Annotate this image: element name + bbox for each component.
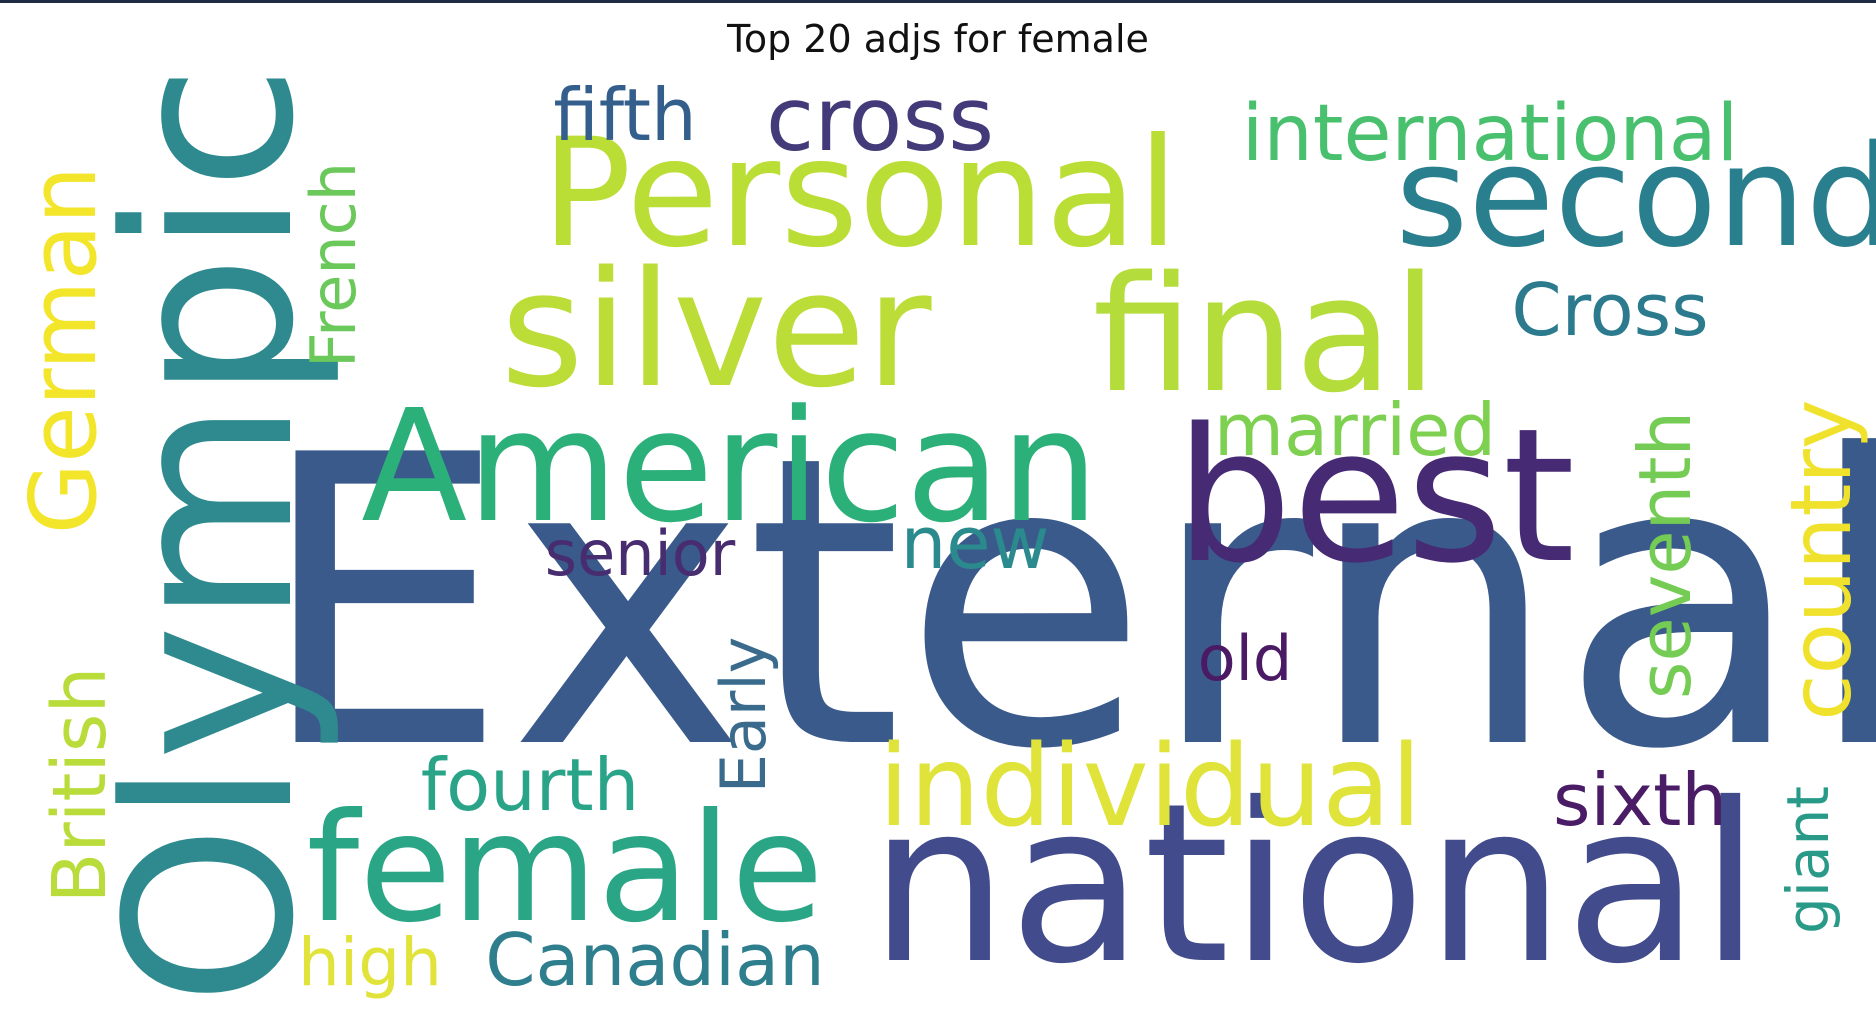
chart-title: Top 20 adjs for female xyxy=(727,17,1149,61)
word-silver: silver xyxy=(500,236,931,423)
word-french: French xyxy=(297,162,370,368)
word-olympic: Olympic xyxy=(78,64,345,1005)
word-fifth: fifth xyxy=(553,73,696,157)
word-high: high xyxy=(298,924,442,1001)
word-seventh: seventh xyxy=(1623,411,1707,699)
word-final: final xyxy=(1093,241,1438,428)
word-early: Early xyxy=(707,637,780,794)
word-national: national xyxy=(869,756,1761,1012)
word-cross: cross xyxy=(766,68,994,171)
word-senior: senior xyxy=(545,517,736,590)
word-new: new xyxy=(901,501,1050,585)
word-female: female xyxy=(306,782,823,956)
word-canadian: Canadian xyxy=(485,918,825,1002)
word-british: British xyxy=(37,667,123,904)
window-top-border xyxy=(0,0,1876,3)
word-sixth: sixth xyxy=(1553,758,1727,842)
word-best: best xyxy=(1175,388,1575,604)
word-international: international xyxy=(1242,89,1739,179)
word-personal: Personal xyxy=(541,107,1179,281)
word-second: second xyxy=(1395,116,1876,279)
word-external: External xyxy=(256,372,1876,837)
word-individual: individual xyxy=(878,722,1422,852)
word-country: country xyxy=(1772,399,1870,720)
word-old: old xyxy=(1198,622,1293,695)
word-fourth: fourth xyxy=(421,743,640,827)
word-married: married xyxy=(1214,388,1496,472)
word-giant: giant xyxy=(1774,786,1842,934)
word-german: German xyxy=(10,166,117,534)
word-american: American xyxy=(361,376,1099,557)
word-cross: Cross xyxy=(1511,268,1708,352)
